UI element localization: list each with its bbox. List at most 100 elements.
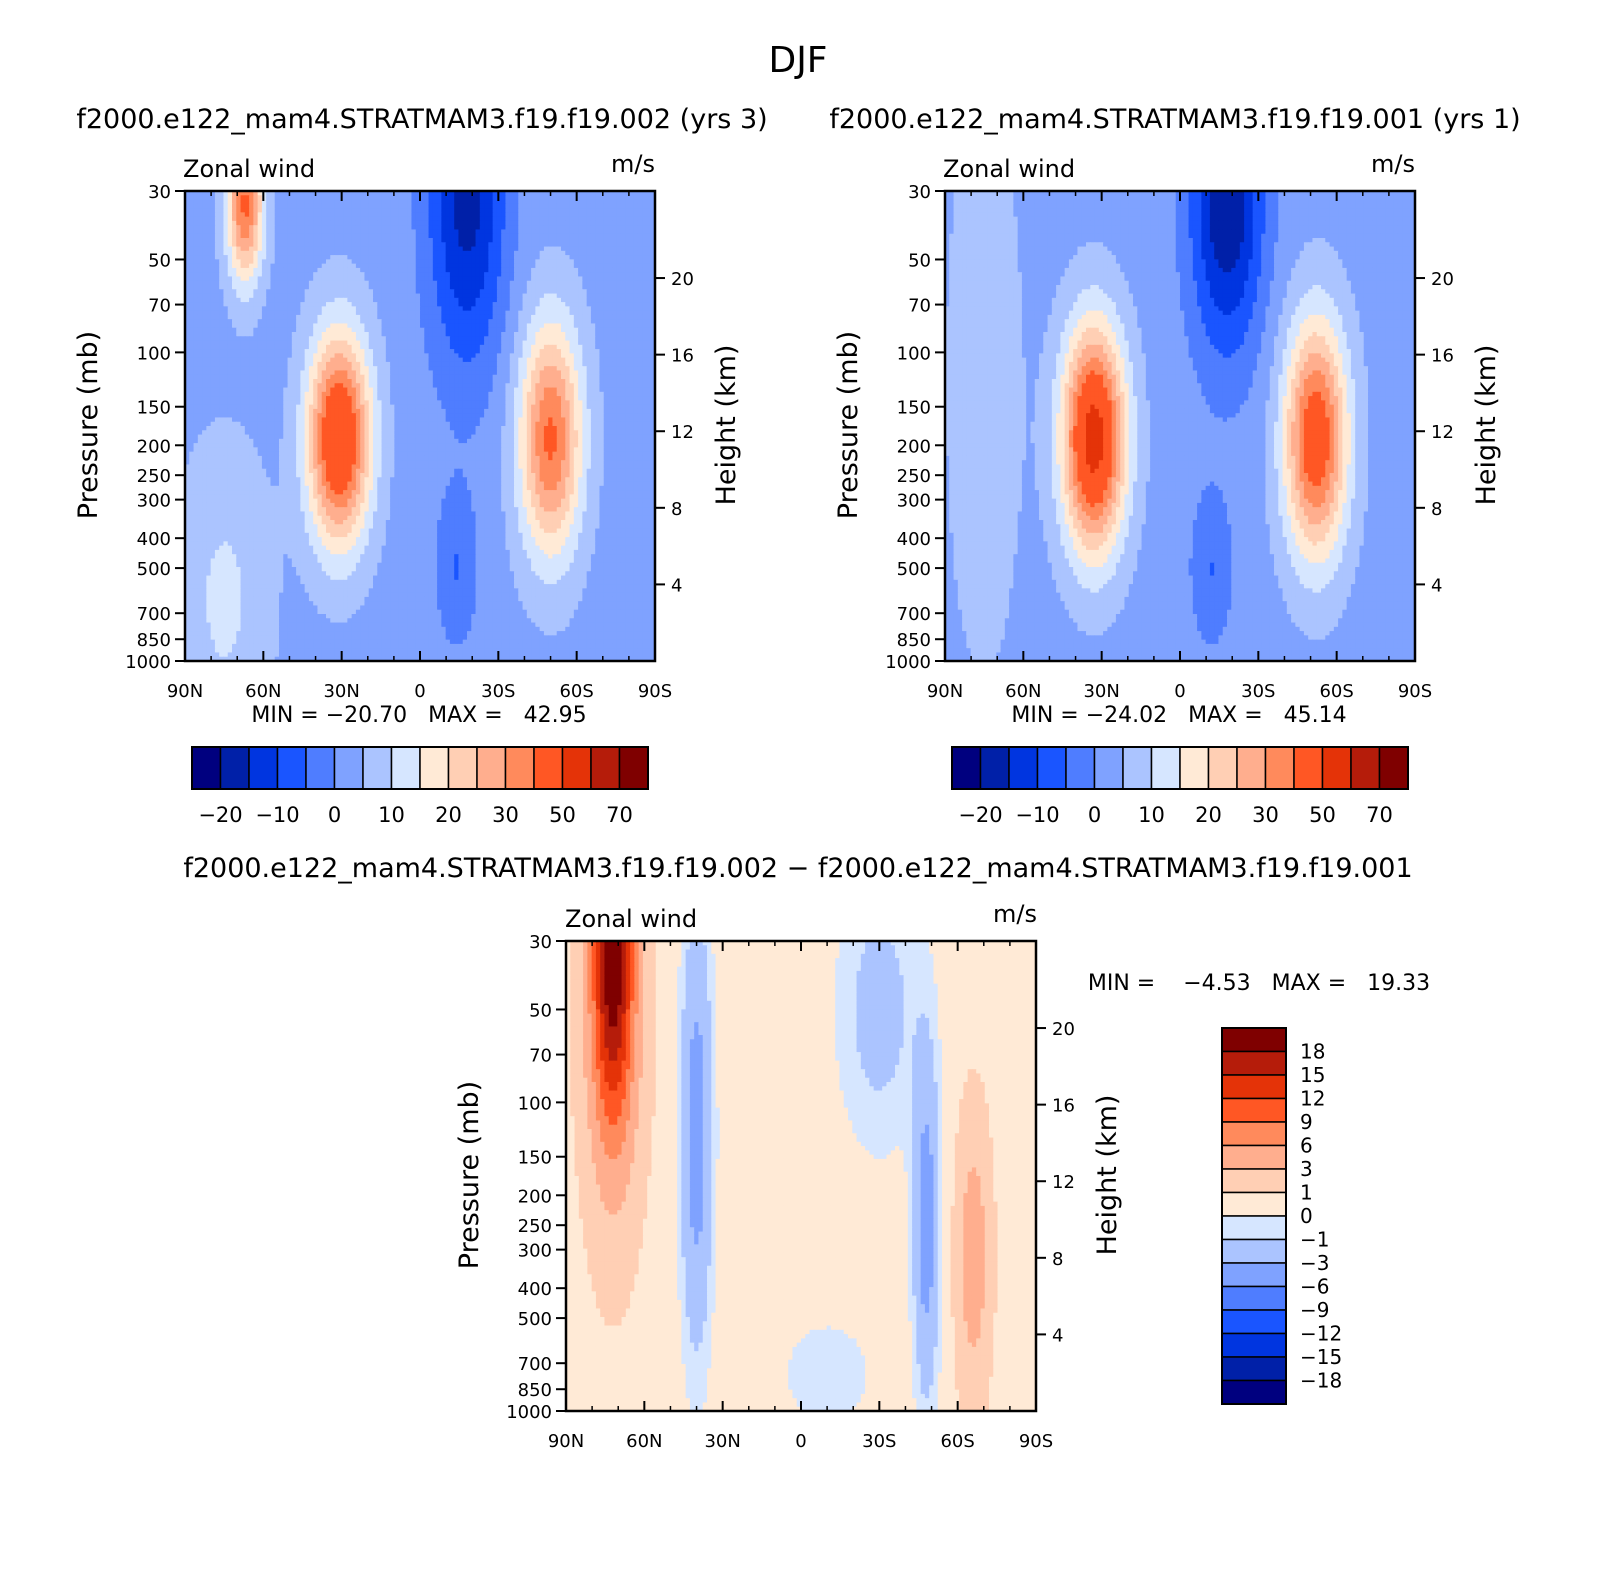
contour-cell	[479, 379, 485, 384]
contour-cell	[373, 220, 378, 226]
contour-cell	[270, 340, 276, 346]
contour-cell	[488, 208, 494, 213]
contour-cell	[321, 229, 327, 235]
contour-cell	[642, 208, 648, 213]
contour-cell	[496, 289, 502, 295]
contour-cell	[244, 246, 250, 252]
contour-cell	[608, 199, 613, 205]
contour-cell	[437, 306, 442, 312]
contour-cell	[385, 370, 391, 376]
contour-cell	[334, 238, 340, 243]
contour-cell	[185, 220, 190, 226]
contour-cell	[343, 361, 348, 367]
contour-cell	[479, 314, 485, 320]
contour-cell	[326, 255, 331, 260]
contour-cell	[569, 246, 575, 252]
contour-cell	[236, 340, 242, 346]
contour-cell	[398, 233, 404, 239]
contour-cell	[368, 327, 374, 333]
contour-cell	[505, 216, 511, 222]
contour-cell	[526, 191, 532, 196]
contour-cell	[279, 374, 284, 380]
contour-cell	[454, 349, 460, 354]
contour-cell	[458, 233, 464, 239]
contour-cell	[637, 212, 643, 218]
contour-cell	[509, 229, 515, 235]
contour-cell	[573, 208, 579, 213]
contour-cell	[556, 302, 562, 307]
contour-cell	[620, 340, 626, 346]
contour-cell	[526, 229, 532, 235]
contour-cell	[505, 370, 511, 376]
contour-cell	[360, 195, 366, 201]
contour-cell	[462, 327, 468, 333]
contour-cell	[385, 212, 391, 218]
contour-cell	[642, 293, 648, 299]
contour-cell	[360, 203, 366, 209]
contour-cell	[407, 259, 413, 265]
contour-cell	[304, 379, 310, 384]
contour-cell	[484, 212, 489, 218]
contour-cell	[236, 203, 242, 209]
contour-cell	[548, 314, 554, 320]
contour-cell	[210, 263, 216, 269]
contour-cell	[402, 357, 408, 363]
contour-cell	[407, 276, 413, 282]
contour-cell	[193, 199, 199, 205]
contour-cell	[428, 267, 434, 273]
contour-cell	[381, 285, 387, 290]
contour-cell	[445, 314, 451, 320]
contour-cell	[509, 263, 515, 269]
contour-cell	[240, 366, 246, 372]
contour-cell	[637, 199, 643, 205]
contour-cell	[377, 285, 383, 290]
contour-cell	[402, 195, 408, 201]
contour-cell	[599, 276, 605, 282]
contour-cell	[650, 255, 656, 260]
contour-cell	[185, 293, 190, 299]
contour-cell	[202, 212, 207, 218]
contour-cell	[347, 340, 353, 346]
contour-cell	[304, 280, 310, 286]
contour-cell	[599, 340, 605, 346]
contour-cell	[616, 280, 622, 286]
contour-cell	[514, 306, 519, 312]
contour-cell	[526, 319, 532, 325]
contour-cell	[599, 216, 605, 222]
contour-cell	[616, 332, 622, 337]
contour-cell	[531, 379, 536, 384]
contour-cell	[364, 195, 370, 201]
contour-cell	[219, 255, 225, 260]
contour-cell	[308, 208, 314, 213]
contour-cell	[492, 242, 498, 248]
contour-cell	[202, 276, 207, 282]
contour-cell	[398, 272, 404, 278]
contour-cell	[373, 259, 378, 265]
contour-cell	[642, 238, 648, 243]
contour-cell	[232, 250, 237, 256]
contour-cell	[475, 203, 481, 209]
contour-cell	[326, 246, 331, 252]
contour-cell	[411, 233, 417, 239]
contour-cell	[347, 306, 353, 312]
contour-cell	[539, 285, 545, 290]
contour-cell	[471, 195, 477, 201]
contour-cell	[467, 267, 472, 273]
contour-cell	[232, 220, 237, 226]
contour-cell	[296, 225, 301, 231]
contour-cell	[471, 323, 477, 329]
contour-cell	[189, 238, 195, 243]
contour-cell	[531, 267, 536, 273]
contour-cell	[402, 374, 408, 380]
contour-cell	[484, 220, 489, 226]
contour-cell	[608, 267, 613, 273]
contour-cell	[642, 314, 648, 320]
contour-cell	[509, 216, 515, 222]
contour-cell	[390, 216, 395, 222]
contour-cell	[257, 195, 263, 201]
contour-cell	[458, 276, 464, 282]
contour-cell	[501, 250, 507, 256]
contour-cell	[283, 220, 289, 226]
contour-cell	[368, 216, 374, 222]
contour-cell	[608, 220, 613, 226]
